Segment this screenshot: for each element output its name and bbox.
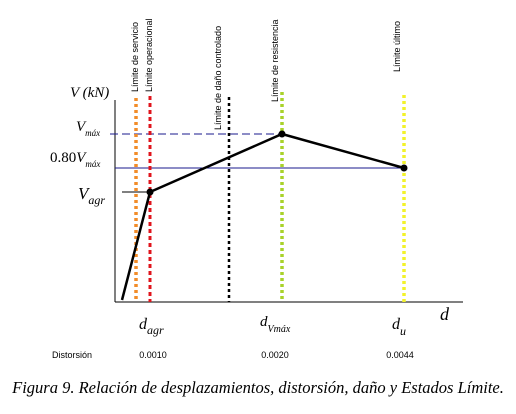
distortion-value: 0.0010	[139, 350, 167, 360]
controlled-damage-limit-label: Límite de daño controlado	[213, 26, 223, 130]
point-max	[278, 130, 286, 138]
vmax-label: Vmáx	[76, 119, 100, 138]
distortion-value: 0.0044	[386, 350, 414, 360]
distortion-value: 0.0020	[261, 350, 289, 360]
dagr-label: dagr	[139, 316, 164, 337]
capacity-curve	[120, 132, 405, 301]
ultimate-limit-label: Límite último	[392, 21, 402, 72]
du-label: du	[392, 316, 406, 338]
x-axis-label: d	[440, 304, 450, 324]
resistance-limit-label: Límite de resistencia	[270, 19, 280, 102]
distortion-label: Distorsión	[52, 350, 92, 360]
figure-caption: Figura 9. Relación de desplazamientos, d…	[12, 378, 504, 397]
v080-label: 0.80Vmáx	[50, 150, 100, 169]
point-ultimate	[400, 164, 408, 172]
y-axis-label: V (kN)	[70, 85, 109, 101]
service-limit-label: Límite de servicio	[130, 22, 140, 92]
operational-limit-label: Límite operacional	[144, 18, 154, 92]
dvmax-label: dVmáx	[260, 314, 291, 335]
vagr-label: Vagr	[78, 184, 105, 207]
point-agr	[146, 188, 154, 196]
